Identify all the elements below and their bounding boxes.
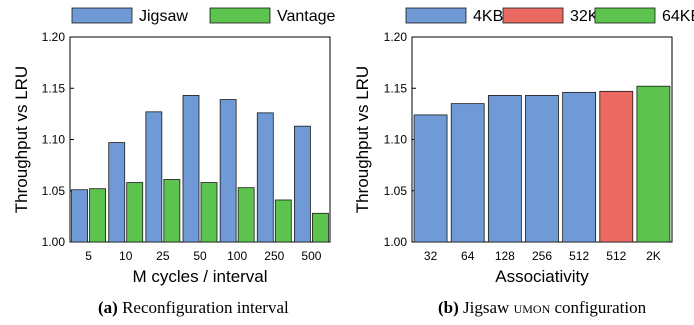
- caption-b: (b) Jigsaw umon configuration: [438, 298, 646, 318]
- panel-a-bar-jigsaw: [182, 95, 200, 243]
- panel-b-bar: [487, 95, 522, 243]
- panel-b-bar: [636, 85, 671, 243]
- panel-a-bar-vantage: [89, 188, 106, 243]
- panel-b-xlabel: Associativity: [495, 267, 589, 286]
- panel-b-bar: [562, 91, 597, 243]
- panel-a-bar-jigsaw: [145, 111, 163, 243]
- panel-a-xtick-label: 500: [301, 249, 321, 263]
- panel-b-xtick-label: 256: [532, 249, 552, 263]
- caption-a-label: (a): [98, 298, 118, 317]
- panel-b-ytick-label: 1.20: [384, 30, 408, 44]
- panel-b-ytick-label: 1.10: [384, 133, 408, 147]
- panel-a-ytick-label: 1.00: [42, 235, 66, 249]
- panel-b-bar: [450, 103, 485, 243]
- panel-a-legend-swatch-jigsaw: [71, 7, 133, 24]
- panel-a-xtick-label: 25: [156, 249, 170, 263]
- panel-a-ytick-label: 1.15: [42, 81, 66, 95]
- panel-a-bar-vantage: [126, 182, 144, 243]
- panel-a-xtick-label: 250: [264, 249, 284, 263]
- chart-panel-b: 1.00 1.05 1.10 1.15 1.20 Throughput vs LRU 32 6…: [353, 7, 694, 286]
- panel-b-xtick-label: 32: [424, 249, 438, 263]
- caption-a-text: Reconfiguration interval: [122, 298, 289, 317]
- panel-a-bar-jigsaw: [294, 125, 311, 243]
- panel-b-ytick-label: 1.15: [384, 81, 408, 95]
- panel-b-ytick-label: 1.00: [384, 235, 408, 249]
- caption-b-pre: Jigsaw: [463, 298, 510, 317]
- panel-b-bar: [413, 114, 448, 243]
- panel-b-xtick-label: 64: [461, 249, 475, 263]
- panel-a-xtick-label: 100: [227, 249, 247, 263]
- panel-b-xtick-label: 512: [606, 249, 626, 263]
- panel-a-bar-jigsaw: [219, 99, 237, 243]
- panel-b-bar: [525, 95, 559, 243]
- panel-a-bar-jigsaw: [108, 142, 126, 243]
- panel-b-legend-swatch-4kb: [405, 7, 467, 24]
- panel-a-legend-label-jigsaw: Jigsaw: [139, 8, 188, 25]
- panel-a-xtick-label: 50: [193, 249, 207, 263]
- panel-a-xlabel: M cycles / interval: [132, 267, 267, 286]
- panel-b-xtick-label: 2K: [646, 249, 661, 263]
- panel-b-legend-label-64kb: 64KB: [662, 8, 694, 25]
- panel-b-legend-label-4kb: 4KB: [473, 8, 503, 25]
- panel-b-legend-swatch-32kb: [502, 7, 564, 24]
- panel-b-xtick-label: 512: [569, 249, 589, 263]
- panel-a-bar-jigsaw: [256, 112, 274, 243]
- panel-a-legend-swatch-vantage: [209, 7, 271, 24]
- panel-a-bar-vantage: [200, 182, 218, 243]
- panel-b-ytick-label: 1.05: [384, 184, 408, 198]
- panel-a-ytick-label: 1.10: [42, 133, 66, 147]
- caption-b-umon: umon: [513, 298, 551, 317]
- panel-a-bar-jigsaw: [71, 189, 88, 243]
- panel-a-ytick-label: 1.20: [42, 30, 66, 44]
- panel-b-legend-swatch-64kb: [594, 7, 656, 24]
- panel-b-bar: [599, 90, 634, 243]
- panel-a-bar-vantage: [312, 212, 329, 243]
- panel-a-ytick-label: 1.05: [42, 184, 66, 198]
- panel-a-bar-vantage: [274, 199, 292, 243]
- panel-b-ylabel: Throughput vs LRU: [353, 66, 372, 213]
- panel-a-xtick-label: 5: [85, 249, 92, 263]
- chart-panel-a: 1.00 1.05 1.10 1.15 1.20 Throughput vs LRU 5 10…: [12, 7, 336, 286]
- panel-a-bar-vantage: [237, 187, 255, 243]
- caption-b-post: configuration: [554, 298, 647, 317]
- caption-a: (a) Reconfiguration interval: [98, 298, 289, 318]
- panel-b-xtick-label: 128: [495, 249, 515, 263]
- panel-a-ylabel: Throughput vs LRU: [12, 66, 31, 213]
- panel-a-xtick-label: 10: [119, 249, 133, 263]
- panel-a-bar-vantage: [163, 179, 181, 243]
- caption-b-label: (b): [438, 298, 459, 317]
- panel-a-legend-label-vantage: Vantage: [277, 8, 336, 25]
